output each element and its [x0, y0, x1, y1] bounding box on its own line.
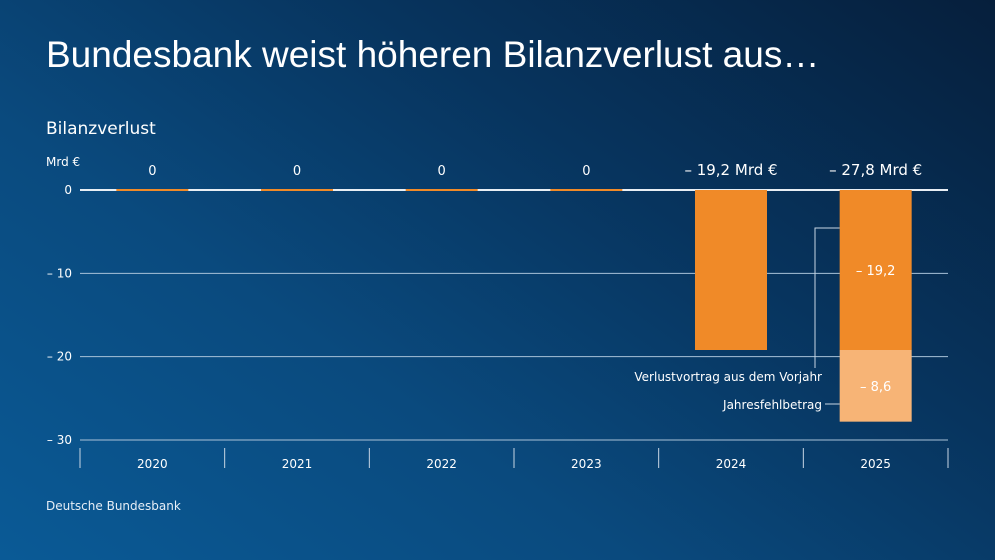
segment-label: – 19,2: [856, 264, 896, 279]
y-tick-label: – 20: [47, 350, 72, 364]
y-tick-label: – 30: [47, 433, 72, 447]
slide-title: Bundesbank weist höheren Bilanzverlust a…: [46, 34, 820, 75]
y-tick-label: – 10: [47, 266, 72, 280]
annotation-jahresfehlbetrag: Jahresfehlbetrag: [722, 398, 822, 412]
total-label-2025: – 27,8 Mrd €: [829, 161, 922, 179]
x-tick-label: 2025: [860, 457, 891, 471]
total-label-2023: 0: [582, 164, 590, 179]
y-axis-unit: Mrd €: [46, 155, 80, 169]
total-label-2021: 0: [293, 164, 301, 179]
x-tick-label: 2020: [137, 457, 168, 471]
bar-2025-jahresfehlbetrag: [839, 350, 912, 422]
x-tick-label: 2024: [716, 457, 747, 471]
total-label-2020: 0: [148, 164, 156, 179]
bar-2024-verlustvortrag: [695, 190, 767, 350]
total-label-2024: – 19,2 Mrd €: [684, 161, 777, 179]
segment-label: – 8,6: [860, 380, 891, 395]
x-tick-label: 2023: [571, 457, 602, 471]
source-note: Deutsche Bundesbank: [46, 499, 181, 513]
annotation-leader-verlustvortrag: [814, 227, 840, 368]
x-tick-label: 2022: [426, 457, 457, 471]
annotation-verlustvortrag: Verlustvortrag aus dem Vorjahr: [634, 370, 822, 384]
chart-title: Bilanzverlust: [46, 119, 156, 139]
total-label-2022: 0: [438, 164, 446, 179]
x-tick-label: 2021: [282, 457, 313, 471]
y-tick-label: 0: [64, 183, 72, 197]
bar-2025-verlustvortrag: [839, 190, 912, 350]
